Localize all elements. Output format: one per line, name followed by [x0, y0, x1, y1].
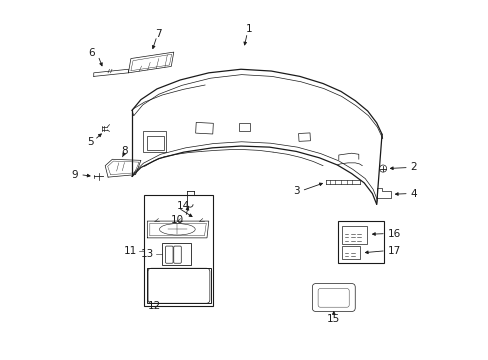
Text: 16: 16 — [386, 229, 400, 239]
Bar — [337, 221, 383, 263]
Text: 11: 11 — [124, 246, 137, 256]
Bar — [147, 136, 164, 150]
Bar — [238, 123, 250, 131]
Bar — [298, 133, 310, 141]
Text: 14: 14 — [176, 201, 189, 211]
Bar — [341, 226, 366, 244]
Text: 7: 7 — [155, 28, 162, 39]
Bar — [162, 243, 190, 265]
Text: 5: 5 — [87, 138, 93, 148]
Bar — [147, 268, 210, 303]
Bar — [143, 131, 165, 152]
Text: 8: 8 — [122, 146, 128, 156]
Text: 2: 2 — [410, 162, 416, 172]
Text: 15: 15 — [326, 314, 340, 324]
Text: 6: 6 — [88, 48, 95, 58]
Text: 10: 10 — [170, 215, 183, 225]
Text: 17: 17 — [386, 246, 400, 256]
Text: 4: 4 — [410, 189, 416, 199]
Text: 12: 12 — [147, 301, 160, 311]
Text: 3: 3 — [292, 186, 299, 197]
Bar — [341, 247, 360, 259]
Text: 13: 13 — [141, 249, 154, 259]
Bar — [195, 122, 213, 134]
Bar — [143, 195, 213, 306]
Text: 9: 9 — [72, 170, 78, 180]
Text: 1: 1 — [245, 24, 252, 34]
